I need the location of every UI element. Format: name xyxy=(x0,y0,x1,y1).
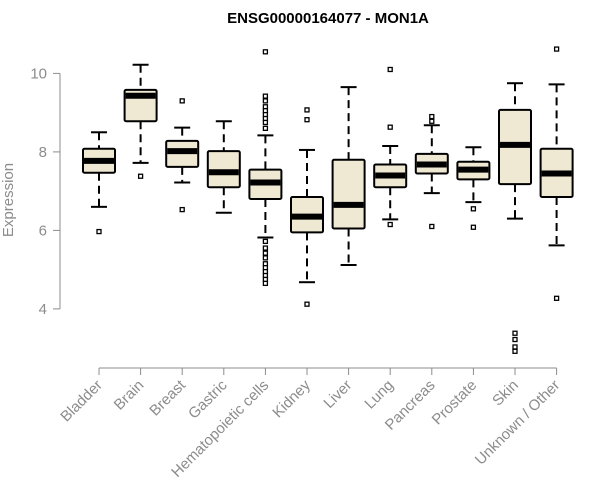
outlier-point xyxy=(512,348,518,354)
iqr-box xyxy=(331,158,366,230)
x-tick-label: Breast xyxy=(146,376,189,419)
box-group xyxy=(456,146,491,230)
outlier-point xyxy=(304,301,310,307)
boxes xyxy=(82,46,574,354)
outlier-point xyxy=(387,66,393,73)
x-tick-label: Bladder xyxy=(57,377,106,426)
outlier-point xyxy=(262,119,269,126)
x-tick-label: Kidney xyxy=(269,376,314,421)
y-tick-label: 4 xyxy=(39,301,47,318)
outlier-point xyxy=(137,173,144,179)
outlier-point xyxy=(553,295,560,301)
box-group xyxy=(206,120,241,214)
outlier-point xyxy=(387,124,393,130)
outlier-point xyxy=(304,107,310,113)
outlier-point xyxy=(429,113,435,120)
outlier-point xyxy=(262,93,269,99)
outlier-point xyxy=(387,221,393,228)
outlier-point xyxy=(262,245,269,251)
outlier-point xyxy=(262,280,269,287)
y-axis-label: Expression xyxy=(0,163,17,237)
outlier-point xyxy=(179,206,185,213)
outlier-point xyxy=(429,118,435,124)
x-tick-label: Brain xyxy=(111,377,148,414)
y-tick-label: 8 xyxy=(39,144,47,161)
box-group xyxy=(414,113,449,230)
outlier-point xyxy=(470,224,477,230)
box-group xyxy=(123,63,158,179)
y-axis: 4 6 8 10 xyxy=(30,65,61,318)
x-tick-label: Skin xyxy=(489,377,522,410)
outlier-point xyxy=(262,98,269,104)
iqr-box xyxy=(206,150,241,189)
box-group xyxy=(248,49,283,287)
outlier-point xyxy=(179,98,185,104)
box-group xyxy=(165,98,200,213)
box-group xyxy=(373,66,408,228)
outlier-point xyxy=(512,330,518,336)
outlier-point xyxy=(512,336,518,343)
outlier-point xyxy=(96,228,102,235)
outlier-point xyxy=(553,46,560,52)
y-tick-label: 6 xyxy=(39,222,47,239)
outlier-point xyxy=(262,49,269,55)
outlier-point xyxy=(262,250,269,256)
y-tick-label: 10 xyxy=(30,65,47,82)
box-group xyxy=(82,131,116,235)
x-tick-label: Liver xyxy=(320,377,355,412)
box-group xyxy=(290,107,324,307)
outlier-point xyxy=(512,344,518,350)
box-group xyxy=(539,46,574,301)
outlier-point xyxy=(262,255,269,261)
outlier-point xyxy=(429,223,435,230)
box-group xyxy=(331,86,366,266)
outlier-point xyxy=(262,125,269,131)
x-tick-label: Lung xyxy=(361,377,397,413)
outlier-point xyxy=(470,206,477,212)
outlier-point xyxy=(262,238,269,245)
outlier-point xyxy=(304,117,310,123)
chart-title: ENSG00000164077 - MON1A xyxy=(227,10,429,27)
box-group xyxy=(498,82,532,354)
x-tick-label: Prostate xyxy=(429,377,481,429)
